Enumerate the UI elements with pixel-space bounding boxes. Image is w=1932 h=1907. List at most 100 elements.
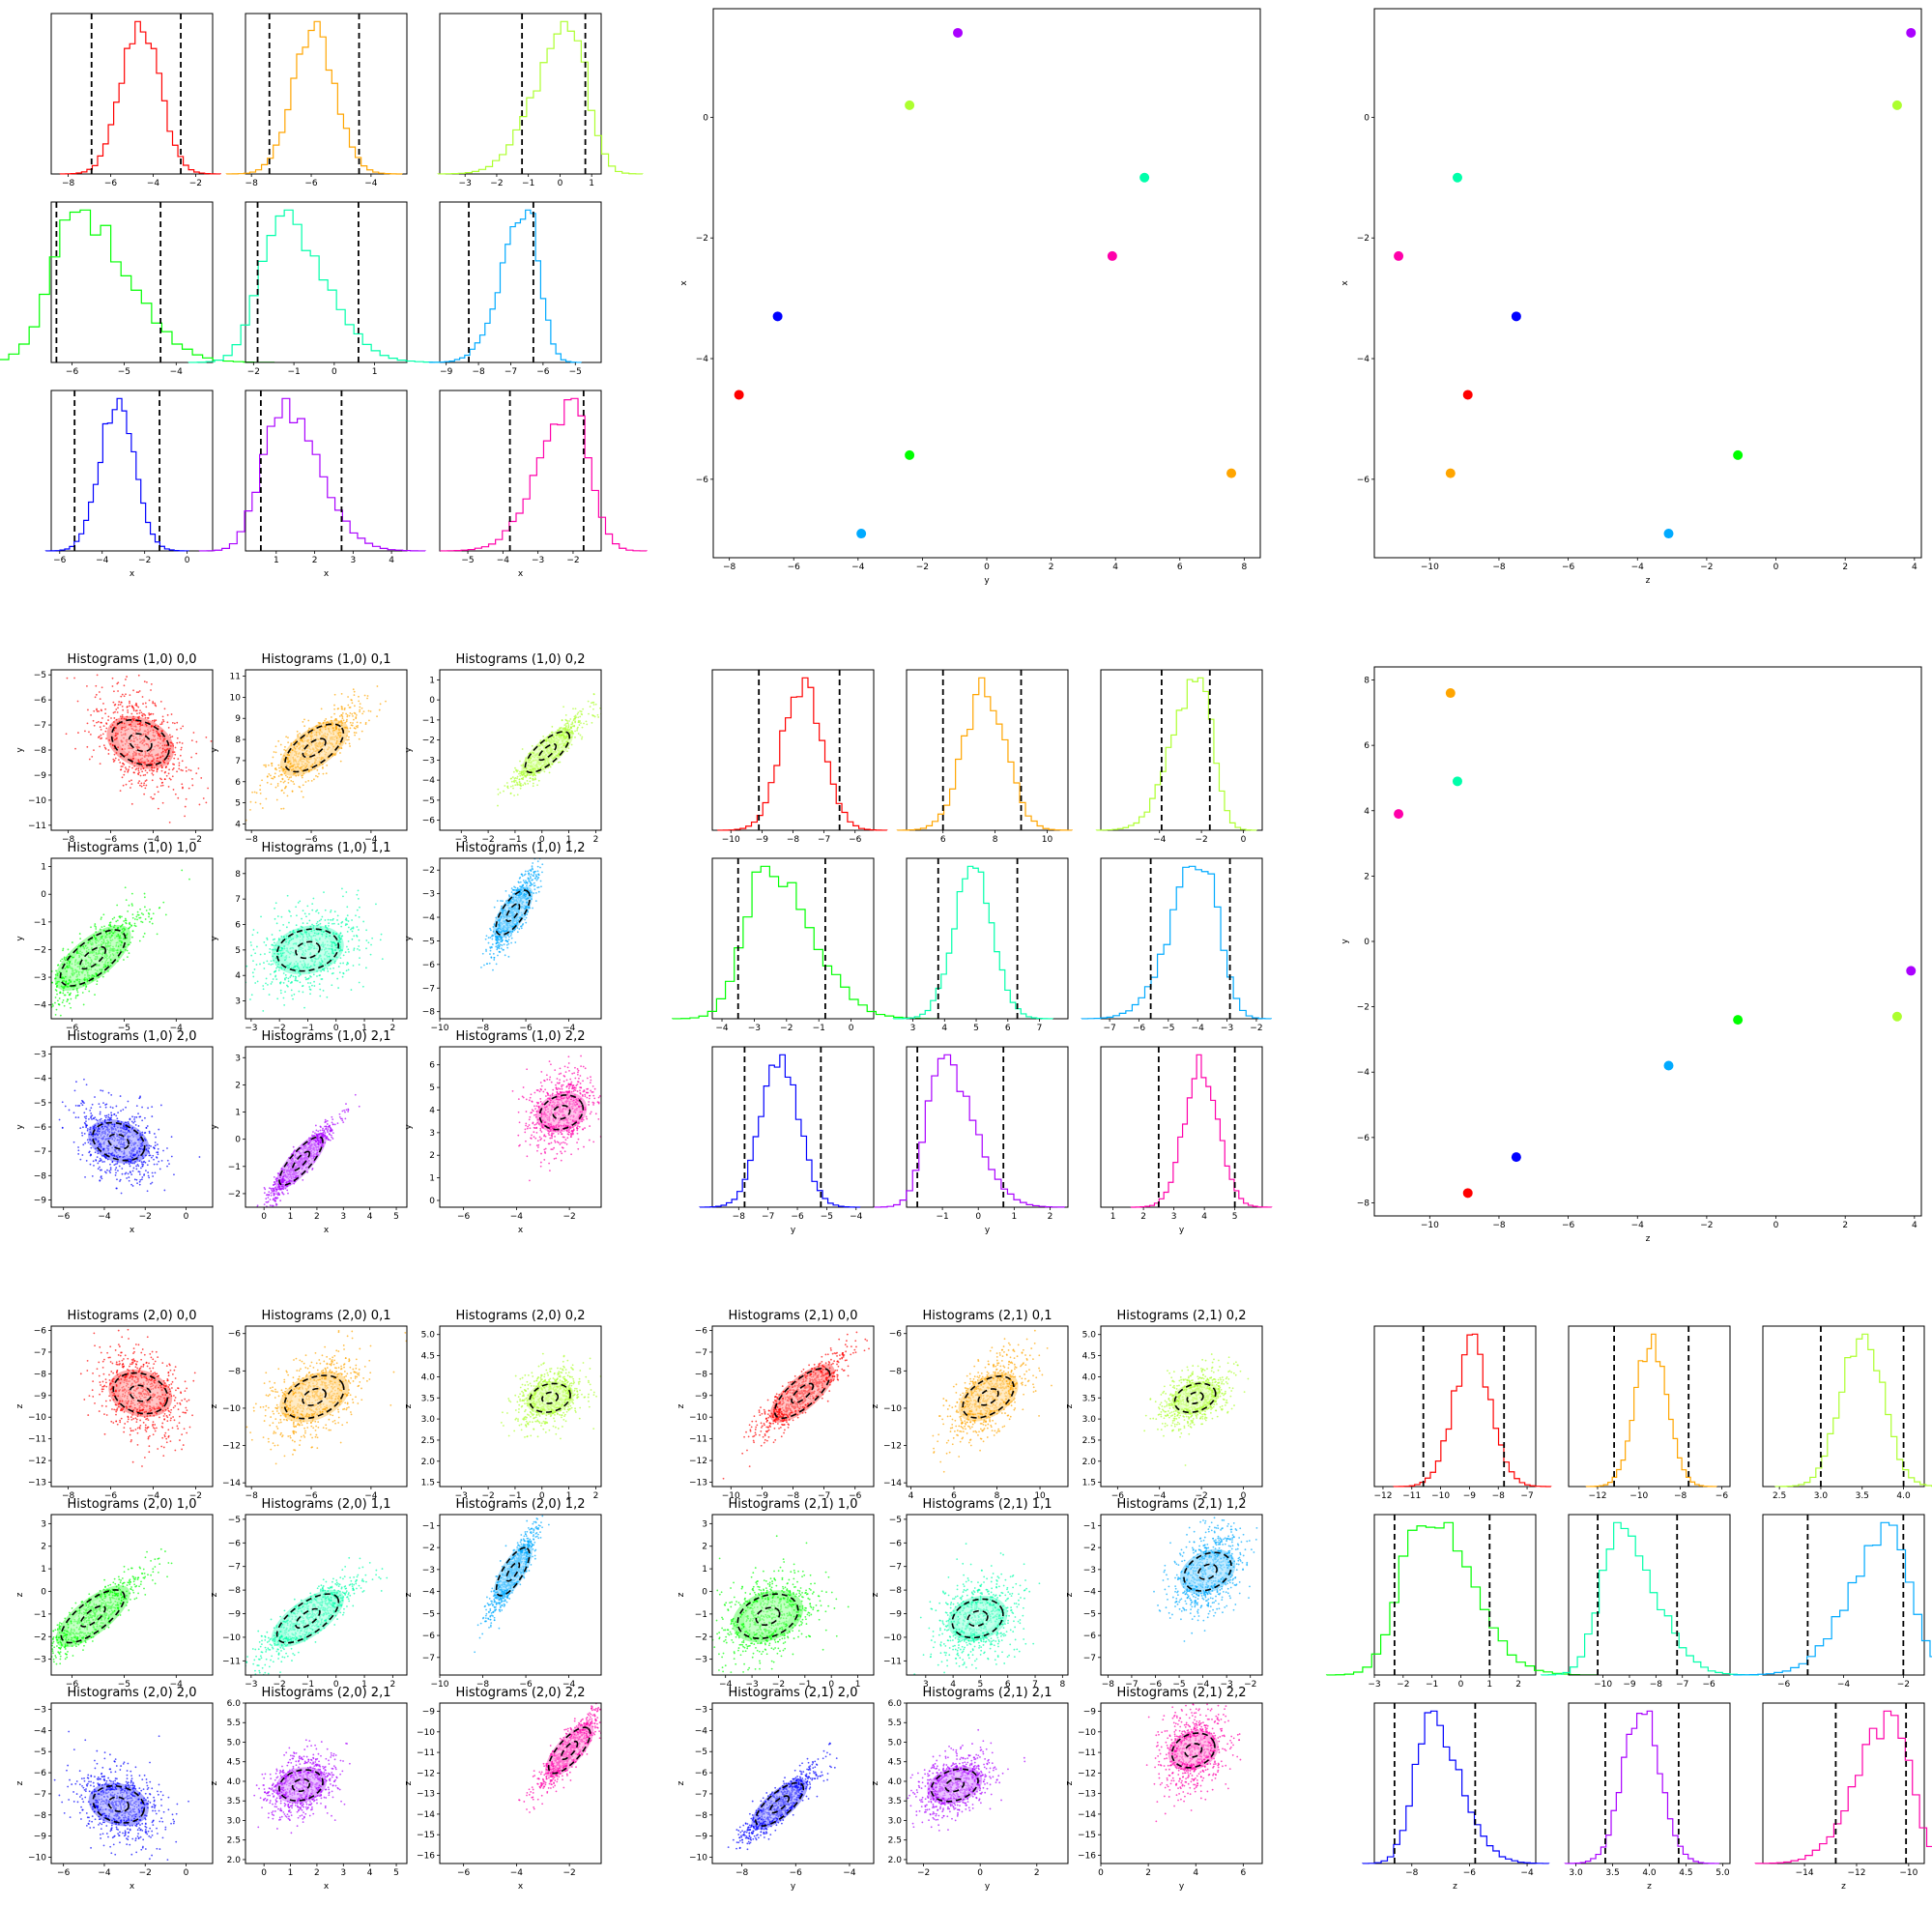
histogram-step <box>428 209 582 363</box>
sample-point <box>302 758 304 761</box>
sample-point <box>366 695 369 697</box>
sample-point <box>132 1121 135 1124</box>
sample-point <box>108 957 110 959</box>
sample-point <box>145 734 148 737</box>
sample-point <box>173 751 176 754</box>
sample-point <box>144 716 147 719</box>
sample-point <box>83 965 85 968</box>
sample-point <box>319 995 322 997</box>
sample-point <box>139 758 142 761</box>
sample-point <box>130 721 133 723</box>
sample-point <box>48 980 50 982</box>
sample-point <box>176 737 179 739</box>
sample-point <box>96 969 99 972</box>
sample-point <box>72 1141 75 1143</box>
sample-point <box>329 935 332 938</box>
sample-point <box>507 942 510 945</box>
sample-point <box>320 708 323 710</box>
sample-point <box>64 968 67 969</box>
sample-point <box>284 745 286 748</box>
sample-point <box>78 978 81 981</box>
sample-point <box>332 922 335 925</box>
sample-point <box>135 749 137 752</box>
sample-point <box>118 936 121 939</box>
sample-point <box>69 994 72 997</box>
sample-point <box>316 732 318 734</box>
sample-point <box>122 733 125 736</box>
sample-point <box>287 741 290 744</box>
sample-point <box>533 754 535 757</box>
sample-point <box>157 745 159 747</box>
sample-point <box>35 1026 37 1028</box>
sample-point <box>543 761 546 764</box>
sample-point <box>486 963 488 965</box>
sample-point <box>76 988 78 990</box>
sample-point <box>152 702 155 705</box>
sample-point <box>23 1006 25 1008</box>
sample-point <box>520 773 523 776</box>
sample-point <box>315 744 318 747</box>
y-tick-label: −4 <box>422 913 436 923</box>
sample-point <box>556 749 559 751</box>
sample-point <box>299 973 302 976</box>
sample-point <box>529 774 532 776</box>
sample-point <box>364 723 367 726</box>
sample-point <box>311 763 314 766</box>
sample-point <box>274 902 277 905</box>
sample-point <box>105 722 107 725</box>
sample-point <box>381 958 384 961</box>
sample-point <box>285 958 287 960</box>
sample-point <box>132 715 134 718</box>
sample-point <box>505 889 507 892</box>
sample-point <box>129 705 130 708</box>
sample-point <box>525 881 528 883</box>
sample-point <box>113 753 116 756</box>
sample-point <box>332 941 333 943</box>
sample-point <box>167 757 170 760</box>
sample-point <box>297 736 299 737</box>
sample-point <box>331 984 333 987</box>
sample-point <box>59 992 61 995</box>
sample-point <box>537 874 540 877</box>
sample-point <box>280 915 283 918</box>
sample-point <box>163 762 166 764</box>
sample-point <box>114 735 117 737</box>
sample-point <box>108 1116 111 1119</box>
sample-point <box>351 938 354 940</box>
sample-point <box>109 959 112 962</box>
sample-point <box>303 758 306 761</box>
sample-point <box>62 963 64 966</box>
sample-point <box>289 976 292 978</box>
sample-point <box>115 920 118 923</box>
sample-point <box>100 936 102 939</box>
sample-point <box>125 1171 128 1174</box>
sample-point <box>139 728 141 731</box>
sample-point <box>65 966 68 968</box>
sample-point <box>338 742 341 745</box>
sample-point <box>535 764 538 766</box>
sample-point <box>131 936 133 939</box>
sample-point <box>550 757 553 759</box>
sample-point <box>288 760 291 763</box>
sample-point <box>530 764 533 766</box>
sample-point <box>553 738 556 741</box>
sample-point <box>522 773 524 776</box>
sample-point <box>351 927 353 930</box>
sample-point <box>288 910 291 913</box>
sample-point <box>86 946 89 949</box>
sample-point <box>282 997 285 999</box>
sample-point <box>96 955 99 958</box>
sample-point <box>489 953 491 955</box>
y-tick-label: 8 <box>235 870 241 880</box>
sample-point <box>124 766 127 769</box>
sample-point <box>255 964 258 966</box>
sample-point <box>123 773 126 776</box>
sample-point <box>70 955 72 958</box>
contour-inner <box>79 945 107 970</box>
sample-point <box>135 746 138 749</box>
sample-point <box>95 949 98 952</box>
sample-point <box>325 728 327 731</box>
sample-point <box>84 944 87 947</box>
sample-point <box>557 754 560 757</box>
